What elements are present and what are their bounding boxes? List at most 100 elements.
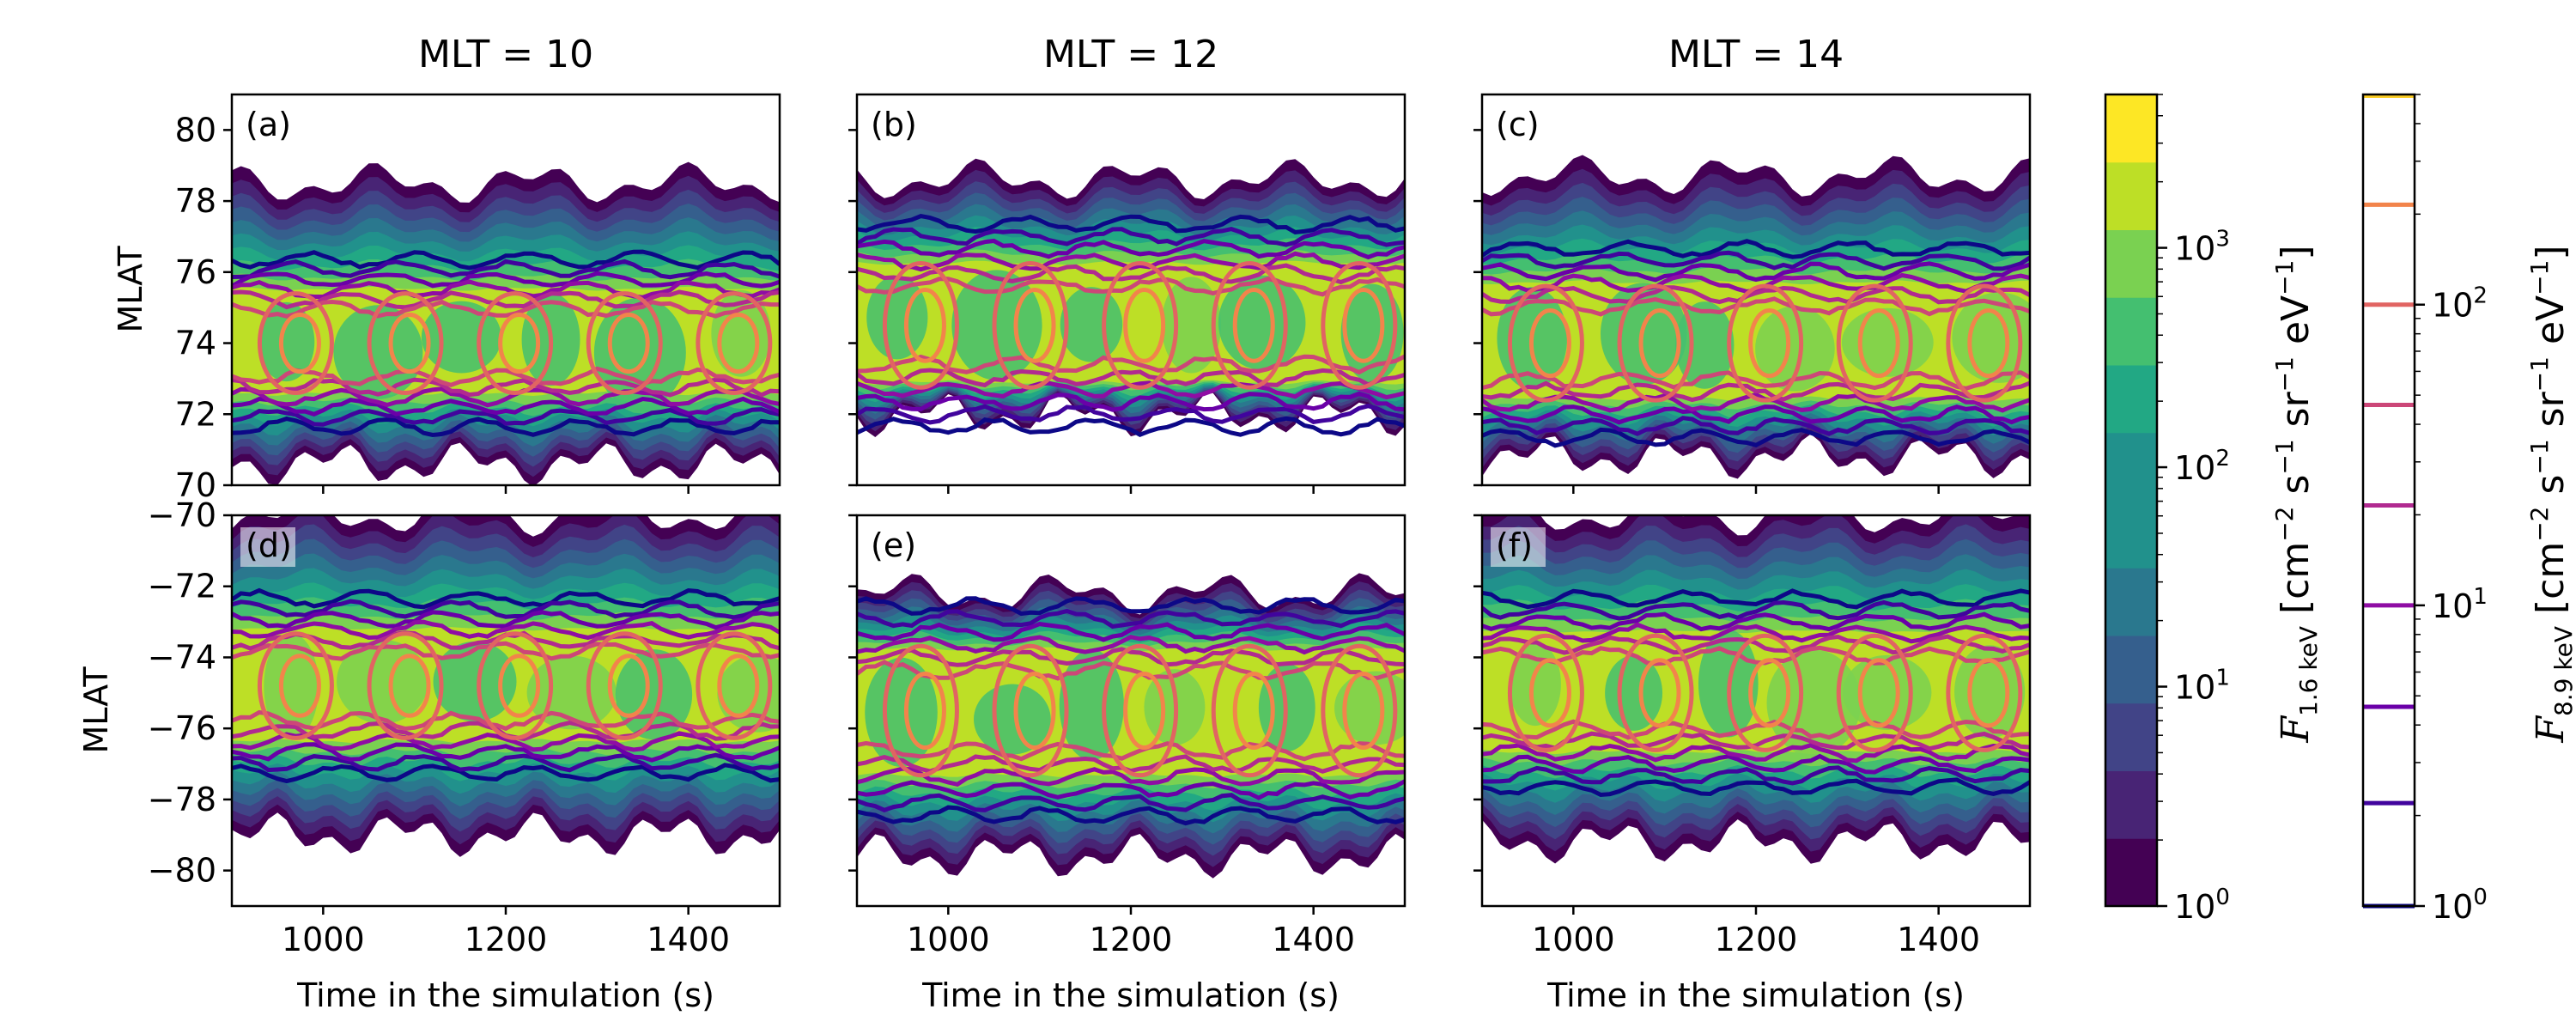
contour-line [232, 249, 780, 271]
contour-line [1482, 622, 2030, 644]
contour-loop [1748, 658, 1791, 728]
x-tick-label: 1000 [1532, 921, 1615, 958]
colorbar-1-swatch [2105, 838, 2157, 907]
colorbar-2-tick-label: 100 [2432, 885, 2488, 926]
y-tick-label: −80 [148, 852, 216, 890]
x-tick-label: 1400 [1272, 921, 1355, 958]
panel-label: (e) [871, 526, 916, 564]
contour-line [1482, 427, 2030, 448]
contour-line [232, 731, 780, 752]
contour-line [857, 647, 1405, 667]
contour-line [232, 619, 780, 641]
colorbar-2-units-exp4: −1 [2525, 260, 2554, 295]
colorbar-2-symbol: F [2529, 715, 2573, 744]
contour-line [1482, 719, 2030, 740]
contour-loop [1342, 288, 1385, 363]
colorbars-group: 100 101 102 103 100 101 102 [2104, 93, 2488, 926]
contour-line [857, 793, 1405, 812]
y-tick-label: −70 [148, 496, 216, 534]
contour-line [1482, 731, 2030, 751]
y-tick-label: 76 [175, 253, 216, 291]
flux-core [1509, 642, 1561, 727]
y-tick-label: 78 [175, 182, 216, 220]
colorbar-1-label: F1.6 keV [cm−2 s−1 sr−1 eV−1] [2270, 245, 2323, 743]
contour-line [232, 396, 780, 417]
contour-line [232, 289, 780, 310]
contour-loop [1946, 283, 2023, 403]
panel-plot-area [857, 573, 1405, 879]
panel-plot-area [232, 515, 780, 857]
contour-line [232, 752, 780, 773]
colorbar-1-swatch [2105, 568, 2157, 636]
contour-loop [882, 260, 959, 390]
colorbar-1-tick-label: 101 [2174, 666, 2230, 707]
y-tick-label: −76 [148, 709, 216, 747]
contour-loop [717, 654, 760, 718]
contour-loop [1967, 658, 2010, 728]
contour-line [232, 271, 780, 289]
panels-group: (a) 70 72 74 76 78 80 (b) (c) (d) 1000 1200 1400 −70 −… [148, 93, 2032, 958]
colorbar-2-units-s: s [2529, 475, 2573, 507]
contour-line [232, 386, 780, 408]
panel-label-box [240, 527, 295, 567]
panel-label-box [1491, 527, 1546, 567]
colorbar-2-units-exp3: −1 [2525, 356, 2554, 392]
contour-loop [1342, 671, 1385, 751]
panel-label: (d) [246, 526, 292, 564]
flux-core [1841, 307, 1934, 377]
colorbar-1: 100 101 102 103 [2104, 93, 2230, 926]
colorbar-2-units-exp2: −1 [2525, 439, 2554, 474]
colorbar-1-swatch [2105, 432, 2157, 501]
colorbar-2-tick-label: 102 [2432, 283, 2488, 325]
x-axis-label-col1: Time in the simulation (s) [296, 976, 714, 1014]
x-tick-label: 1200 [465, 921, 548, 958]
contour-loop [1967, 307, 2010, 379]
contour-line [232, 587, 780, 610]
panel-plot-area [1482, 515, 2030, 864]
contour-loop [607, 654, 650, 718]
contour-loop [498, 654, 541, 718]
flux-core [433, 641, 517, 722]
contour-line [1482, 272, 2030, 295]
flux-core [258, 301, 315, 382]
contour-loop [1321, 643, 1398, 778]
contour-loop [1617, 283, 1694, 403]
x-axis-label-col2: Time in the simulation (s) [921, 976, 1340, 1014]
flux-core [1161, 277, 1222, 374]
colorbar-2-tick-label: 101 [2432, 584, 2488, 625]
panel-e: (e) 1000 1200 1400 [848, 514, 1406, 958]
contour-line [857, 635, 1405, 655]
contour-loop [257, 631, 334, 740]
colorbar-1-units-exp3: −1 [2270, 356, 2299, 392]
contour-line [857, 766, 1405, 787]
contour-loop [388, 654, 431, 718]
contour-line [857, 263, 1405, 285]
y-tick-label: −78 [148, 781, 216, 818]
contour-loop [992, 643, 1069, 778]
contour-line [1482, 743, 2030, 763]
flux-core [337, 639, 428, 724]
column-title-mlt10: MLT = 10 [418, 33, 593, 76]
contour-line [232, 599, 780, 620]
colorbar-1-units-exp4: −1 [2270, 260, 2299, 295]
colorbar-2-label: F8.9 keV [cm−2 s−1 sr−1 eV−1] [2525, 245, 2576, 743]
contour-line [857, 622, 1405, 642]
contour-loop [717, 312, 760, 374]
contour-line [857, 214, 1405, 234]
contour-loop [1013, 671, 1056, 751]
contour-loop [1211, 260, 1288, 390]
panel-label: (c) [1496, 106, 1540, 143]
colorbar-1-swatch [2105, 636, 2157, 704]
contour-loop [1528, 658, 1571, 728]
x-tick-label: 1400 [1897, 921, 1980, 958]
colorbar-1-units-sr: sr [2274, 391, 2318, 439]
y-axis-label-north: MLAT [112, 246, 149, 333]
y-tick-label: −72 [148, 568, 216, 605]
colorbar-2-frame [2361, 93, 2416, 908]
flux-core [1060, 287, 1123, 362]
contour-loop [498, 312, 541, 374]
contour-loop [257, 291, 334, 395]
contour-line [1482, 599, 2030, 621]
colorbar-2-units-open: [cm [2529, 542, 2573, 626]
